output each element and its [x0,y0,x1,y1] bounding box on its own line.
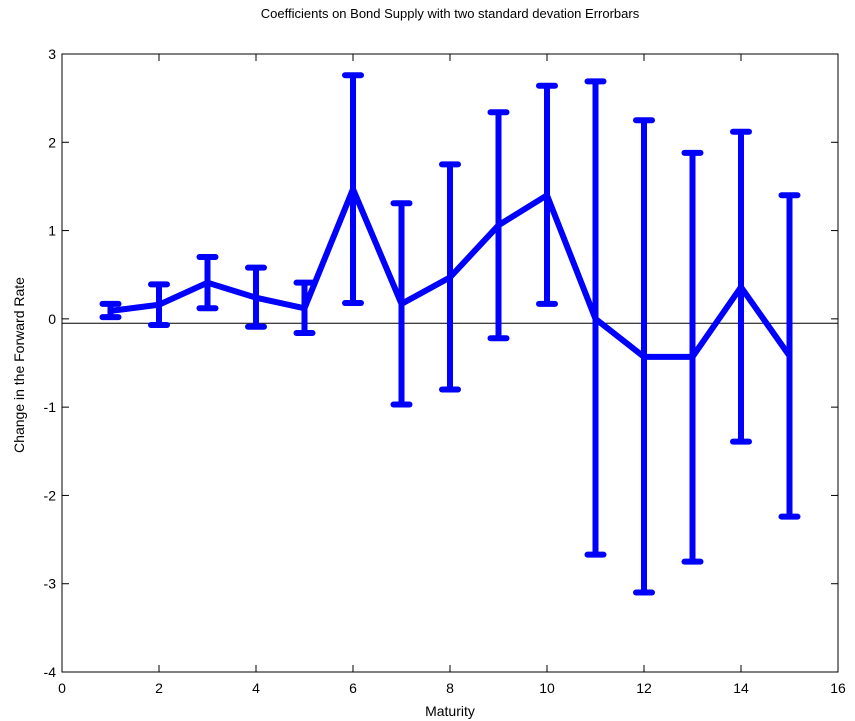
y-tick-label: -2 [44,487,57,503]
x-axis-label: Maturity [425,703,475,719]
y-tick-label: 1 [48,223,56,239]
chart-title: Coefficients on Bond Supply with two sta… [261,6,640,21]
y-tick-label: 2 [48,134,56,150]
y-tick-label: -4 [44,664,57,680]
x-tick-label: 2 [155,680,163,696]
y-tick-label: -1 [44,399,57,415]
x-tick-label: 16 [830,680,846,696]
x-tick-label: 10 [539,680,555,696]
y-axis-label: Change in the Forward Rate [11,277,27,453]
series-layer [99,72,801,596]
x-tick-label: 12 [636,680,652,696]
x-tick-label: 0 [58,680,66,696]
x-tick-label: 14 [733,680,749,696]
y-tick-label: 0 [48,311,56,327]
x-tick-label: 8 [446,680,454,696]
y-tick-label: 3 [48,46,56,62]
y-tick-label: -3 [44,576,57,592]
x-tick-label: 6 [349,680,357,696]
x-tick-label: 4 [252,680,260,696]
